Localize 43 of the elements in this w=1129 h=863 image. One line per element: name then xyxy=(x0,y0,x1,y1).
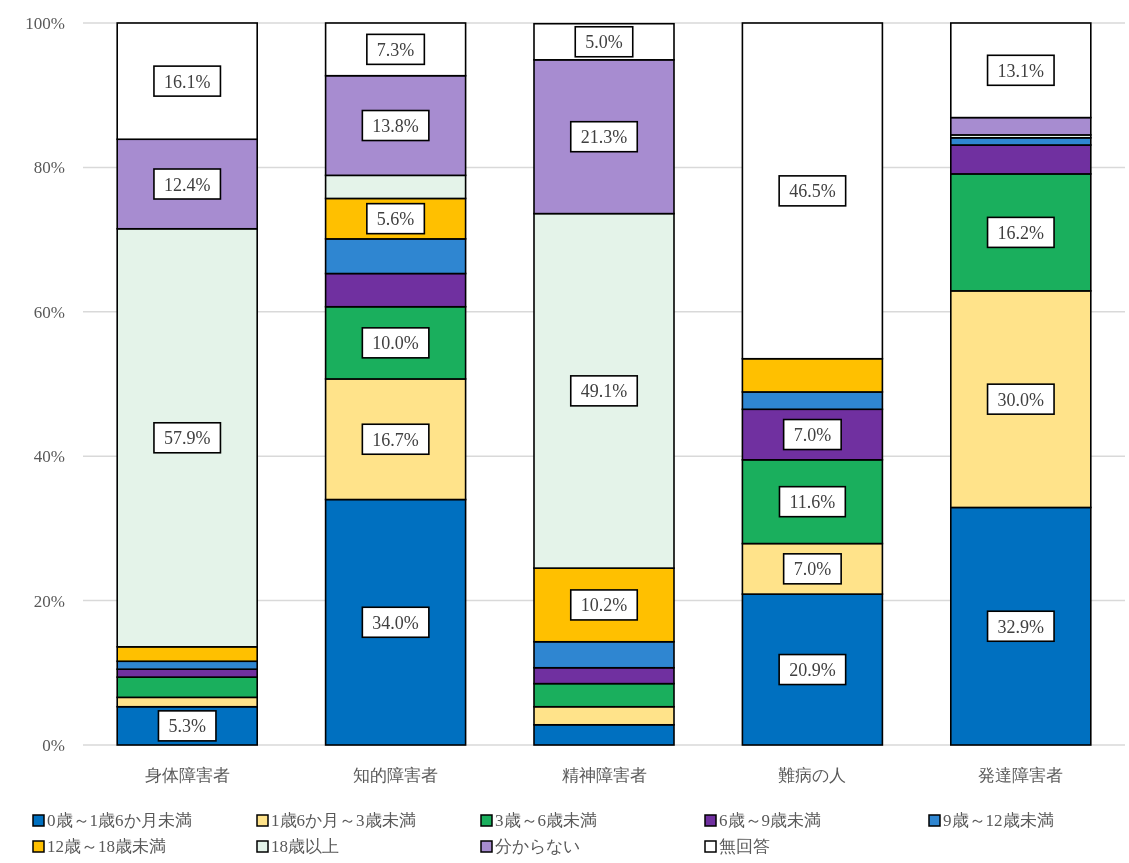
data-label: 46.5% xyxy=(789,181,836,202)
data-label: 5.3% xyxy=(168,716,206,737)
legend-label: 0歳～1歳6か月未満 xyxy=(47,811,192,830)
data-label: 49.1% xyxy=(580,381,628,402)
data-label: 16.1% xyxy=(163,71,211,92)
legend-label: 9歳～12歳未満 xyxy=(943,811,1054,830)
data-label: 10.2% xyxy=(580,595,628,616)
x-tick-label: 知的障害者 xyxy=(353,766,439,785)
data-label: 21.3% xyxy=(580,127,628,148)
data-label: 12.4% xyxy=(163,174,211,195)
data-label: 7.0% xyxy=(793,425,832,446)
legend-label: 無回答 xyxy=(719,837,770,856)
data-label: 7.0% xyxy=(793,559,832,580)
legend-label: 18歳以上 xyxy=(271,837,339,856)
x-tick-label: 身体障害者 xyxy=(144,766,230,785)
data-label: 30.0% xyxy=(997,389,1045,410)
y-tick-label: 100% xyxy=(25,14,65,33)
data-label: 16.7% xyxy=(372,429,419,450)
legend-label: 1歳6か月～3歳未満 xyxy=(271,811,416,830)
data-label: 5.0% xyxy=(585,32,623,53)
legend-label: 12歳～18歳未満 xyxy=(47,837,166,856)
y-tick-label: 0% xyxy=(42,736,65,755)
y-tick-label: 60% xyxy=(33,302,65,322)
y-tick-label: 20% xyxy=(33,591,65,611)
y-tick-label: 40% xyxy=(33,447,65,467)
data-label: 16.2% xyxy=(997,222,1045,243)
data-label: 57.9% xyxy=(163,428,211,449)
data-label: 7.3% xyxy=(376,39,415,60)
data-label: 5.6% xyxy=(376,209,415,230)
data-label: 20.9% xyxy=(789,660,836,681)
y-tick-label: 80% xyxy=(33,158,65,178)
data-label: 32.9% xyxy=(997,616,1045,637)
legend-label: 3歳～6歳未満 xyxy=(495,811,597,830)
data-label: 11.6% xyxy=(789,492,836,513)
data-label: 13.8% xyxy=(372,116,419,137)
x-tick-label: 精神障害者 xyxy=(561,766,647,785)
x-tick-label: 発達障害者 xyxy=(978,766,1064,785)
data-label: 10.0% xyxy=(372,333,419,354)
legend-label: 6歳～9歳未満 xyxy=(719,811,821,830)
x-tick-label: 難病の人 xyxy=(778,766,847,785)
data-label: 13.1% xyxy=(997,60,1045,81)
data-label: 34.0% xyxy=(372,612,419,633)
legend-label: 分からない xyxy=(495,837,580,856)
